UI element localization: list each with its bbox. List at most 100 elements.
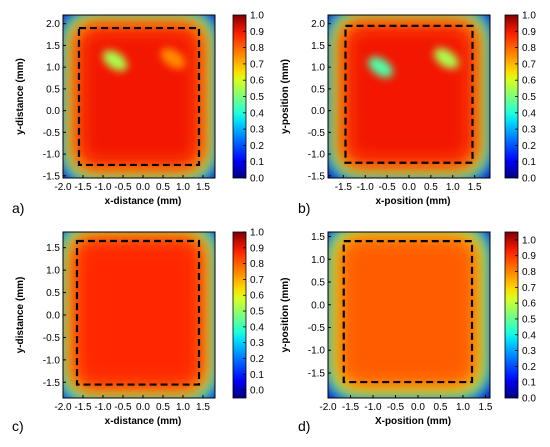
- panel-letter: a): [12, 200, 24, 216]
- y-tick-label: -1.5: [308, 171, 326, 182]
- panel-letter: c): [12, 418, 24, 434]
- panel-1: -1.5 -1.0 -0.5 0.0 0.5 1.0 1.5-1.5-1.0-0.50.00…: [280, 11, 536, 217]
- colorbar-tick-label: 0.3: [250, 125, 264, 136]
- colorbar-tick-label: 0.7: [522, 283, 536, 294]
- colorbar-scale: [232, 231, 247, 399]
- x-tick-label: -1.0: [94, 182, 112, 193]
- x-tick-label: 0.0: [402, 182, 416, 193]
- y-tick-label: -1.5: [308, 368, 326, 379]
- colorbar-tick-label: 0.6: [522, 76, 536, 87]
- colorbar-tick-label: 0.3: [522, 346, 536, 357]
- heatmap-field: [328, 232, 490, 398]
- y-tick-label: 0.5: [311, 84, 325, 95]
- x-tick-label: 1.5: [196, 402, 210, 413]
- colorbar-tick-label: 0.9: [522, 27, 536, 38]
- x-tick-label: 1.5: [196, 182, 210, 193]
- y-tick-label: 1.0: [46, 63, 60, 74]
- x-axis-label: x-distance (mm): [105, 416, 182, 427]
- x-tick-label: 0.5: [156, 402, 170, 413]
- colorbar-tick-label: 1.0: [250, 11, 264, 22]
- colorbar: 0.0 0.1 0.2 0.3 0.4 0.5 0.6 0.7 0.8 0.9 1.0: [504, 11, 536, 185]
- x-tick-label: -1.5: [335, 182, 353, 193]
- y-tick-label: 0.5: [46, 84, 60, 95]
- y-tick-label: 1.5: [311, 232, 325, 243]
- y-tick-label: 0.5: [46, 288, 60, 299]
- y-tick-label: 0.5: [311, 278, 325, 289]
- colorbar-tick-label: 0.4: [522, 330, 536, 341]
- colorbar-scale: [504, 231, 519, 399]
- x-tick-label: -2.0: [319, 402, 337, 413]
- panel-0: -2.0 -1.5 -1.0 -0.5 0.0 0.5 1.0 1.5-1.5-1.0-0.5…: [12, 11, 264, 217]
- colorbar-tick-label: 1.0: [522, 11, 536, 22]
- x-tick-label: -2.0: [54, 402, 72, 413]
- x-tick-label: -1.0: [364, 402, 382, 413]
- y-axis-label: y-distance (mm): [15, 58, 26, 135]
- sample-outline: [77, 26, 201, 167]
- colorbar: 0.0 0.1 0.2 0.3 0.4 0.5 0.6 0.7 0.8 0.9 1.0: [232, 11, 264, 185]
- y-tick-label: 0.0: [46, 311, 60, 322]
- x-tick-label: 1.0: [456, 402, 470, 413]
- y-tick-label: -1.5: [43, 171, 61, 182]
- y-tick-label: -0.5: [43, 128, 61, 139]
- colorbar-tick-label: 0.5: [522, 314, 536, 325]
- colorbar-tick-label: 0.6: [250, 291, 264, 302]
- colorbar-tick-label: 0.5: [522, 92, 536, 103]
- x-tick-label: 1.0: [176, 402, 190, 413]
- colorbar-tick-label: 0.4: [250, 322, 264, 333]
- panel-letter: b): [298, 200, 310, 216]
- heatmap-feature-1: [433, 48, 459, 69]
- heatmap-field: [328, 15, 490, 178]
- level-band-5: [79, 242, 197, 383]
- colorbar-tick-label: 0.4: [522, 108, 536, 119]
- y-tick-label: -1.0: [43, 355, 61, 366]
- colorbar-tick-label: 0.5: [250, 307, 264, 318]
- colorbar-tick-label: 0.3: [250, 338, 264, 349]
- colorbar-tick-label: 0.9: [250, 27, 264, 38]
- y-axis-label: y-position (mm): [280, 278, 291, 353]
- colorbar-tick-label: 0.8: [522, 267, 536, 278]
- x-tick-label: 1.0: [176, 182, 190, 193]
- y-tick-label: -1.0: [308, 150, 326, 161]
- x-tick-label: -0.5: [114, 182, 132, 193]
- colorbar-tick-label: 0.1: [522, 157, 536, 168]
- colorbar-tick-label: 0.7: [250, 275, 264, 286]
- colorbar-tick-label: 0.0: [250, 174, 264, 185]
- colorbar-tick-label: 0.2: [250, 354, 264, 365]
- colorbar-tick-label: 1.0: [522, 235, 536, 246]
- x-tick-label: -1.0: [94, 402, 112, 413]
- y-tick-label: 1.0: [311, 255, 325, 266]
- plot-frame: [327, 231, 491, 399]
- colorbar-tick-label: 0.3: [522, 125, 536, 136]
- colorbar-tick-label: 0.2: [522, 141, 536, 152]
- heatmap-field: [63, 15, 215, 178]
- y-tick-label: 0.0: [311, 106, 325, 117]
- sample-outline: [342, 239, 474, 384]
- colorbar-tick-label: 0.5: [250, 92, 264, 103]
- y-tick-label: 2.0: [46, 19, 60, 30]
- y-axis-label: y-position (mm): [280, 59, 291, 134]
- y-tick-label: -0.5: [43, 333, 61, 344]
- level-band-5: [81, 30, 197, 163]
- colorbar-tick-label: 0.7: [522, 59, 536, 70]
- x-tick-label: -1.5: [74, 402, 92, 413]
- y-tick-label: -1.5: [43, 378, 61, 389]
- level-band-5: [345, 243, 470, 381]
- y-axis-label: y-distance (mm): [15, 277, 26, 354]
- y-tick-label: 1.5: [46, 243, 60, 254]
- level-band-5: [347, 27, 471, 161]
- colorbar-tick-label: 0.8: [250, 43, 264, 54]
- x-tick-label: 1.5: [479, 402, 493, 413]
- y-tick-label: -1.0: [43, 150, 61, 161]
- x-axis-label: x-position (mm): [376, 196, 451, 207]
- y-tick-label: 0.0: [311, 300, 325, 311]
- colorbar-tick-label: 0.8: [522, 43, 536, 54]
- y-tick-label: -0.5: [308, 323, 326, 334]
- heatmap-feature-1: [160, 48, 186, 69]
- colorbar: 0.0 0.1 0.2 0.3 0.4 0.5 0.6 0.7 0.8 0.9 1.0: [232, 228, 264, 399]
- colorbar-tick-label: 0.2: [250, 141, 264, 152]
- colorbar-tick-label: 0.1: [250, 370, 264, 381]
- colorbar-tick-label: 1.0: [250, 228, 264, 239]
- y-tick-label: -1.0: [308, 346, 326, 357]
- colorbar-tick-label: 0.6: [522, 299, 536, 310]
- x-tick-label: -1.0: [357, 182, 375, 193]
